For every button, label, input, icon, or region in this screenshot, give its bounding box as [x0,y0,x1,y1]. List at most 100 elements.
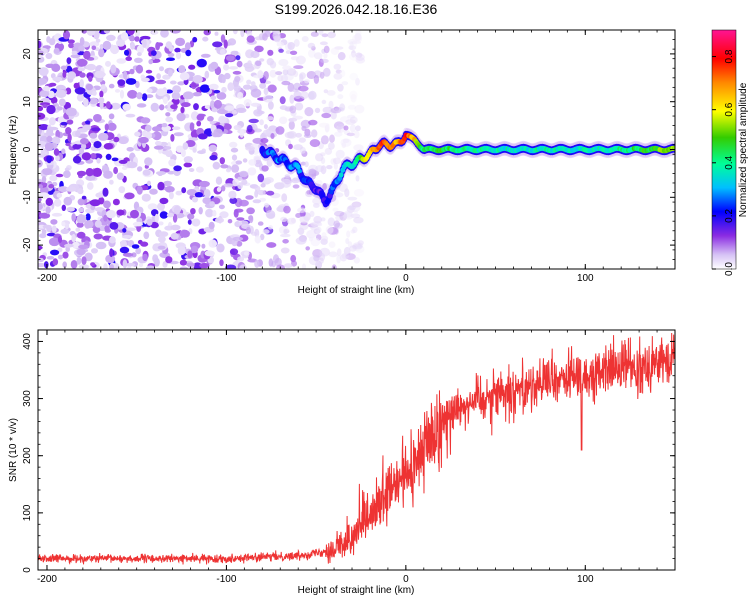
noise-blob [167,170,175,175]
noise-blob [288,143,293,150]
noise-blob [66,206,75,212]
spectrogram-noise [38,30,366,269]
noise-blob [125,78,137,85]
noise-blob [343,125,349,131]
noise-blob [131,252,137,258]
noise-blob [238,199,249,207]
noise-blob [138,136,149,144]
noise-blob [103,30,111,34]
noise-blob [39,212,51,219]
noise-blob [203,30,211,36]
noise-blob [95,192,104,198]
noise-blob [232,236,244,241]
noise-blob [76,222,84,228]
noise-blob [218,204,225,210]
noise-blob [170,104,178,110]
noise-blob [328,142,335,150]
noise-blob [186,262,195,267]
noise-blob [328,100,334,109]
noise-blob [355,175,360,182]
noise-blob [246,79,252,85]
noise-blob [342,138,350,143]
noise-blob [263,129,274,136]
noise-blob [60,121,68,126]
noise-blob [50,219,58,225]
noise-blob [253,109,263,117]
noise-blob [268,101,274,110]
noise-blob [39,233,47,239]
noise-blob [157,245,166,250]
noise-blob [228,190,237,199]
noise-blob [198,207,203,215]
noise-blob [165,112,171,117]
noise-blob [229,197,238,205]
noise-blob [71,234,76,243]
noise-blob [232,30,238,35]
snr-xlabel: Height of straight line (km) [298,585,415,596]
noise-blob [287,131,297,139]
noise-blob [39,102,51,106]
colorbar-tick-label: 0.6 [724,102,735,116]
noise-blob [248,159,257,166]
noise-blob [120,31,129,41]
noise-blob [223,183,234,188]
noise-blob [110,44,120,55]
noise-blob [321,112,332,119]
noise-blob [329,134,335,143]
noise-blob [282,69,289,76]
noise-blob [315,165,324,173]
noise-blob [311,129,318,138]
noise-blob [104,225,110,232]
noise-blob [324,147,333,155]
noise-blob [75,227,81,232]
noise-blob [352,34,363,43]
noise-blob [180,106,185,114]
colorbar: 0.0 0.2 0.4 0.6 0.8 Normalized spectral ampl… [711,29,749,276]
noise-blob [135,80,140,89]
spectrogram-xtick-label: -100 [216,273,236,284]
noise-blob [257,70,264,79]
noise-blob [85,168,94,177]
noise-blob [144,157,153,166]
noise-blob [138,262,144,268]
noise-blob [94,70,106,79]
noise-blob [63,170,71,178]
noise-blob [154,141,162,146]
noise-blob [243,63,252,68]
noise-blob [192,75,203,84]
noise-blob [102,40,112,51]
noise-blob [81,195,87,200]
noise-blob [254,45,264,53]
noise-blob [157,202,165,211]
noise-blob [355,30,362,38]
noise-blob [308,168,317,178]
noise-blob [346,132,355,137]
noise-blob [94,220,102,228]
snr-panel: -200 -100 0 100 0 100 200 300 400 Height of stra… [8,329,676,596]
noise-blob [210,95,217,100]
noise-blob [196,58,207,68]
noise-blob [150,102,159,112]
noise-blob [216,109,228,115]
noise-blob [91,45,97,51]
snr-ytick-label: 200 [22,447,33,464]
noise-blob [68,42,75,49]
noise-blob [350,229,356,234]
noise-blob [106,34,116,42]
noise-blob [57,254,64,260]
noise-blob [242,84,252,90]
noise-blob [165,89,174,94]
noise-blob [188,168,195,172]
noise-blob [352,242,362,252]
noise-blob [192,92,202,97]
colorbar-tick-label: 0.2 [724,209,735,223]
noise-blob [196,120,202,127]
noise-blob [89,199,101,207]
noise-blob [66,57,72,65]
noise-blob [40,146,45,156]
noise-blob [333,162,338,170]
noise-blob [353,189,365,197]
noise-blob [153,257,160,267]
noise-blob [116,58,127,64]
noise-blob [321,33,329,38]
